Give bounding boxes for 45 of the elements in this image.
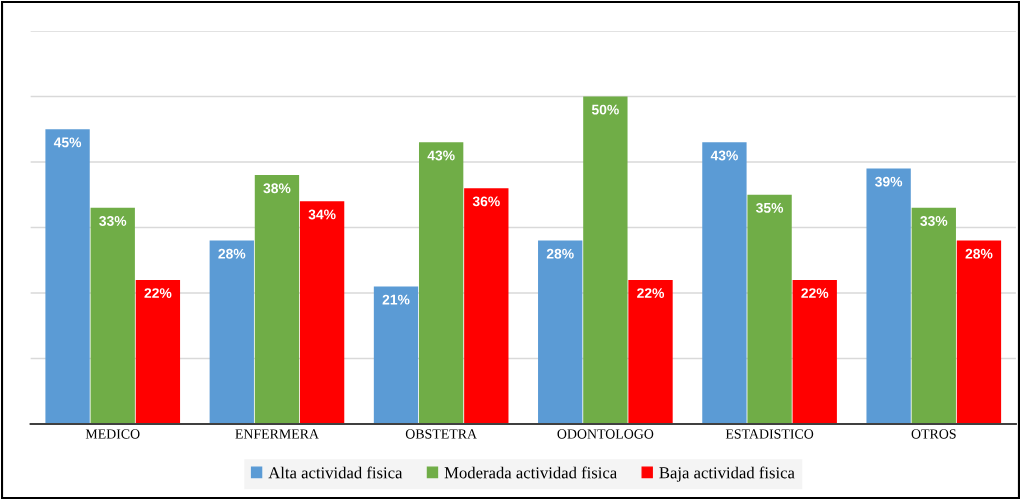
bar: [792, 279, 837, 424]
data-label: 22%: [801, 288, 829, 298]
data-label: 45%: [53, 137, 82, 148]
data-label: 22%: [144, 288, 172, 298]
bar: [135, 279, 181, 424]
bar: [538, 240, 583, 424]
bar: [702, 142, 747, 424]
bar: [299, 201, 345, 424]
x-tick-label: MEDICO: [85, 429, 140, 439]
data-label: 50%: [591, 104, 619, 115]
data-label: 21%: [382, 294, 410, 305]
data-label: 22%: [637, 288, 665, 298]
x-tick-label: ODONTOLOGO: [557, 429, 654, 439]
data-label: 43%: [710, 150, 738, 161]
bar: [254, 175, 300, 424]
legend-label: Baja actividad fisica: [659, 466, 795, 482]
bar: [583, 96, 628, 424]
bar: [209, 240, 254, 424]
bar: [747, 194, 792, 424]
bar: [45, 129, 90, 424]
data-label: 28%: [218, 248, 246, 259]
data-label: 36%: [472, 196, 500, 207]
bar: [911, 207, 956, 424]
x-tick-label: OTROS: [911, 429, 956, 439]
legend-label: Moderada actividad fisica: [444, 466, 617, 479]
data-label: 34%: [308, 209, 336, 220]
data-label: 28%: [965, 248, 993, 259]
data-label: 33%: [920, 216, 948, 226]
bar: [464, 188, 509, 424]
data-label: 39%: [875, 176, 903, 187]
data-label: 33%: [99, 216, 127, 226]
data-label: 28%: [546, 248, 574, 259]
legend-label: Alta actividad fisica: [268, 466, 403, 479]
bar: [866, 168, 911, 424]
data-label: 38%: [263, 183, 291, 194]
data-label: 43%: [427, 150, 455, 161]
bar: [90, 207, 135, 424]
bar: [373, 286, 419, 424]
bar: [628, 279, 673, 424]
bar: [418, 142, 464, 424]
x-tick-label: ENFERMERA: [235, 429, 319, 439]
x-tick-label: ESTADISTICO: [725, 429, 814, 439]
x-tick-label: OBSTETRA: [405, 429, 477, 439]
data-label: 35%: [756, 202, 784, 213]
bar: [956, 240, 1002, 424]
